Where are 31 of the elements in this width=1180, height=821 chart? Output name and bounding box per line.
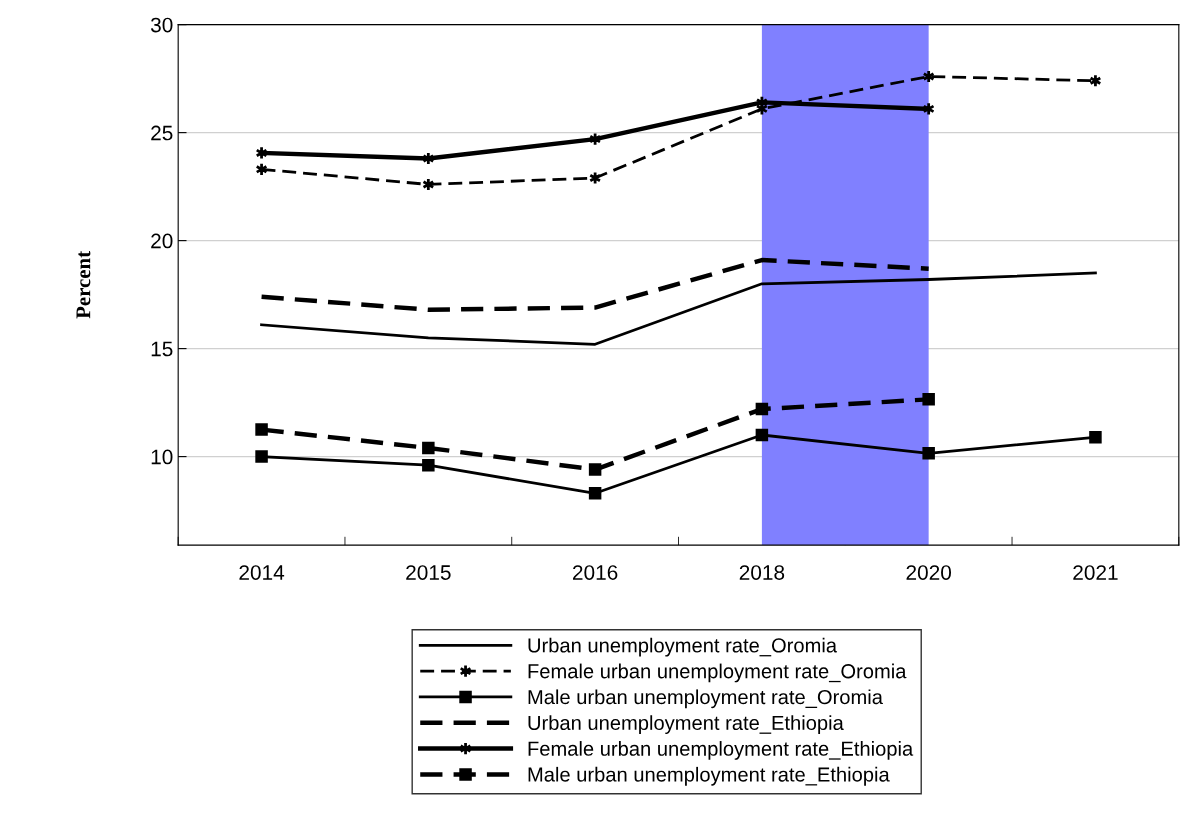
x-tick-label: 2021 [1073,565,1118,580]
line-series [260,271,1097,346]
y-tick-label: 20 [151,233,173,249]
point [588,463,602,476]
y-axis-title: Percent [76,251,91,319]
y-tick-label: 25 [151,125,173,141]
y-tick-label: 15 [151,341,173,357]
point [922,447,935,460]
point [755,428,769,442]
legend-label: Female urban unemployment rate_Oromia [528,663,907,683]
legend-label: Male urban unemployment rate_Ethiopia [528,766,890,786]
point [255,423,268,436]
point [588,487,602,500]
point [422,458,435,472]
point [755,402,769,416]
x-tick-label: 2015 [406,565,451,580]
x-tick-label: 2020 [906,565,952,580]
legend-label: Female urban unemployment rate_Ethiopia [528,741,914,760]
x-tick-label: 2018 [739,565,785,580]
point [1089,430,1102,444]
y-tick-label: 30 [150,17,173,33]
x-tick-label: 2014 [239,565,285,580]
legend-label: Urban unemployment rate_Ethiopia [528,715,844,734]
legend-label: Male urban unemployment rate_Oromia [528,689,883,709]
legend-label: Urban unemployment rate_Oromia [528,637,838,657]
y-tick-label: 10 [151,449,173,465]
line-series [259,257,931,312]
point [922,393,935,406]
point [255,450,268,463]
point [422,441,435,455]
x-tick-label: 2016 [572,565,618,580]
